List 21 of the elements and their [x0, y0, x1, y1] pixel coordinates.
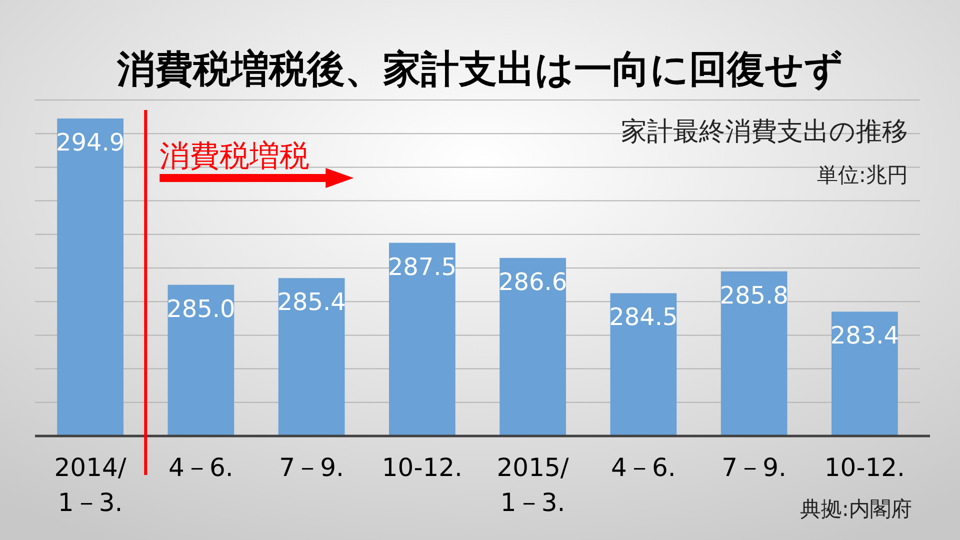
x-tick-label: 10-12.	[824, 453, 905, 482]
x-tick-label: 4－6.	[611, 453, 676, 482]
data-label: 285.0	[166, 294, 236, 323]
data-label: 284.5	[609, 303, 678, 332]
ref-line-label: 消費税増税	[160, 139, 310, 174]
data-label: 283.4	[830, 322, 900, 350]
text: 典拠:内閣府	[800, 497, 912, 521]
text: 家計最終消費支出の推移	[621, 117, 908, 147]
data-label: 287.5	[388, 252, 457, 281]
x-tick-label: 7－9.	[279, 453, 344, 482]
chart-title: 消費税増税後、家計支出は一向に回復せず	[116, 47, 843, 91]
data-label: 286.6	[498, 268, 568, 296]
x-tick-label: 2014/ 1－3.	[54, 453, 127, 517]
data-label: 285.8	[720, 281, 788, 310]
x-tick-label: 10-12.	[382, 453, 462, 482]
x-tick-label: 2015/ 1－3.	[496, 453, 570, 517]
x-tick-label: 7－9.	[722, 453, 786, 482]
data-label: 294.9	[56, 128, 125, 156]
data-label: 285.4	[277, 288, 346, 316]
x-tick-label: 4－6.	[168, 453, 234, 482]
annotation: 単位:兆円	[816, 163, 908, 187]
